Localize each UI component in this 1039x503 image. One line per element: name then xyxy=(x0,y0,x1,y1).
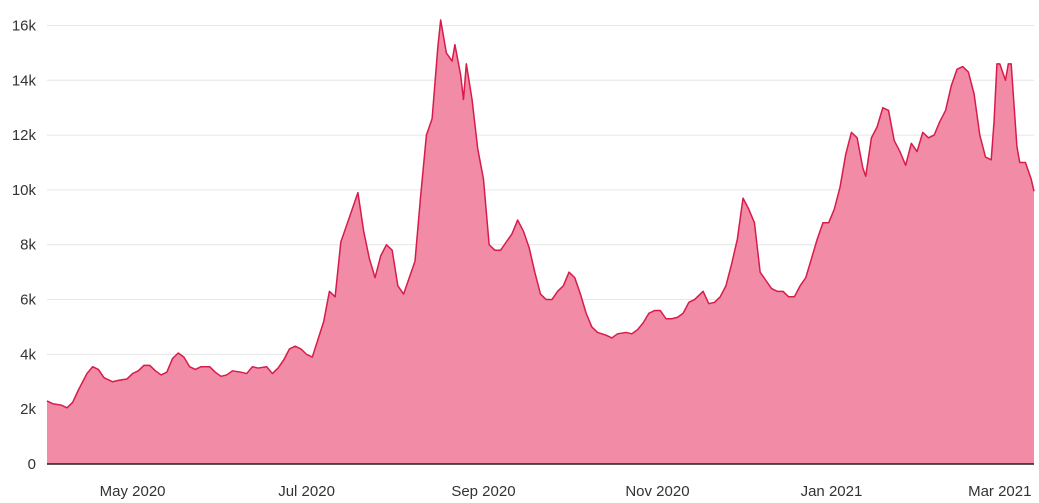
y-tick-label: 6k xyxy=(20,292,36,309)
series-line xyxy=(46,19,1035,409)
y-tick-label: 16k xyxy=(12,17,37,34)
series-area xyxy=(46,19,1035,464)
y-tick-label: 4k xyxy=(20,346,36,363)
x-tick-label: Jan 2021 xyxy=(801,483,863,500)
y-tick-label: 12k xyxy=(12,127,37,144)
x-tick-label: Jul 2020 xyxy=(278,483,335,500)
x-tick-label: Nov 2020 xyxy=(625,483,689,500)
y-tick-label: 10k xyxy=(12,182,37,199)
y-tick-label: 14k xyxy=(12,72,37,89)
x-tick-label: May 2020 xyxy=(100,483,166,500)
x-tick-label: Mar 2021 xyxy=(968,483,1031,500)
series-area-fill xyxy=(47,20,1034,464)
y-tick-label: 8k xyxy=(20,237,36,254)
y-tick-label: 0 xyxy=(28,456,36,473)
axes: 0 2k 4k 6k 8k 10k 12k 14k 16k May 2020 Jul 2020 Sep… xyxy=(12,17,1034,500)
y-tick-label: 2k xyxy=(20,401,36,418)
x-tick-label: Sep 2020 xyxy=(451,483,515,500)
